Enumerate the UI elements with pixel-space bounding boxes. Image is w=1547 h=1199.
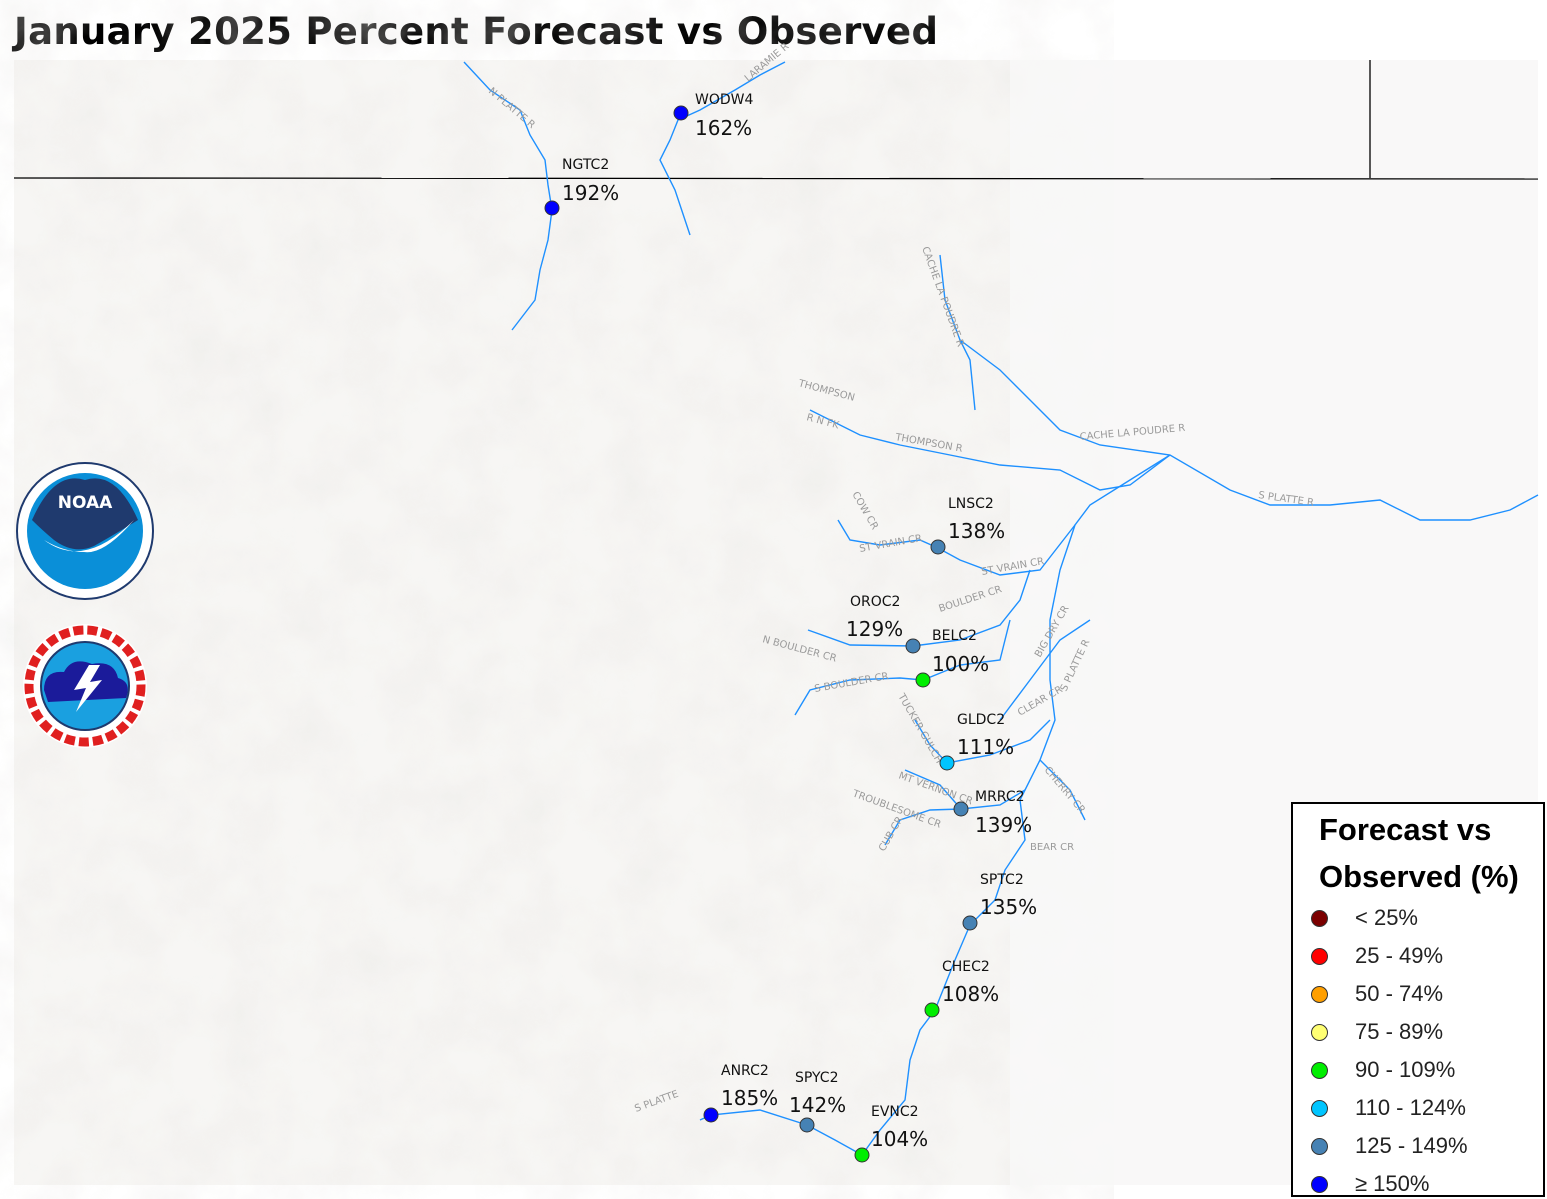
station-percent: 138% <box>948 519 1005 543</box>
station-marker[interactable] <box>799 1117 815 1133</box>
station-marker[interactable] <box>854 1147 870 1163</box>
station-marker[interactable] <box>924 1002 940 1018</box>
legend-label: 50 - 74% <box>1355 981 1444 1006</box>
station-percent: 142% <box>789 1093 846 1117</box>
legend-swatch-icon <box>1311 1099 1328 1117</box>
station-percent: 185% <box>721 1086 778 1110</box>
station-percent: 135% <box>980 895 1037 919</box>
legend-swatch-icon <box>1311 1023 1328 1041</box>
legend-label: 90 - 109% <box>1355 1057 1456 1082</box>
legend-label: 75 - 89% <box>1355 1019 1444 1044</box>
station-percent: 108% <box>942 982 999 1006</box>
legend-label: < 25% <box>1355 905 1418 930</box>
station-chec2[interactable]: CHEC2 108% <box>924 959 999 1018</box>
legend-swatch-icon <box>1311 1061 1328 1079</box>
station-marker[interactable] <box>939 755 955 771</box>
station-percent: 100% <box>932 652 989 676</box>
station-percent: 129% <box>846 617 903 641</box>
legend-item: 110 - 124% <box>1311 1093 1466 1123</box>
stations: WODW4 162% NGTC2 192% LNSC2 138% OROC2 129% BELC… <box>544 92 1037 1163</box>
legend-title: Forecast vs Observed (%) <box>1319 806 1519 900</box>
station-percent: 139% <box>975 813 1032 837</box>
station-marker[interactable] <box>673 105 689 121</box>
station-marker[interactable] <box>905 638 921 654</box>
station-ngtc2[interactable]: NGTC2 192% <box>544 157 619 216</box>
legend-title-line: Forecast vs <box>1319 812 1492 847</box>
station-anrc2[interactable]: ANRC2 185% <box>703 1063 778 1123</box>
station-spyc2[interactable]: SPYC2 142% <box>789 1070 846 1133</box>
legend-swatch-icon <box>1311 947 1328 965</box>
station-gldc2[interactable]: GLDC2 111% <box>939 712 1014 771</box>
legend-label: 125 - 149% <box>1355 1133 1468 1158</box>
legend-swatch-icon <box>1311 909 1328 927</box>
station-id: WODW4 <box>695 92 753 108</box>
legend: Forecast vs Observed (%) < 25% 25 - 49% 50… <box>1291 802 1545 1197</box>
station-id: NGTC2 <box>562 157 609 173</box>
station-id: LNSC2 <box>948 496 994 512</box>
nws-logo <box>23 624 147 748</box>
station-sptc2[interactable]: SPTC2 135% <box>962 872 1037 931</box>
station-marker[interactable] <box>953 801 969 817</box>
station-marker[interactable] <box>544 200 560 216</box>
legend-label: 25 - 49% <box>1355 943 1444 968</box>
noaa-logo: NOAA <box>16 462 154 600</box>
station-id: MRRC2 <box>975 789 1025 805</box>
station-id: ANRC2 <box>721 1063 769 1079</box>
legend-swatch-icon <box>1311 1175 1328 1193</box>
station-marker[interactable] <box>703 1107 719 1123</box>
station-marker[interactable] <box>915 672 931 688</box>
legend-label: 110 - 124% <box>1355 1095 1466 1120</box>
station-marker[interactable] <box>930 539 946 555</box>
station-id: BELC2 <box>932 628 977 644</box>
noaa-logo-text: NOAA <box>58 493 113 513</box>
terrain-shading <box>14 60 1014 1185</box>
station-mrrc2[interactable]: MRRC2 139% <box>953 789 1032 837</box>
station-id: CHEC2 <box>942 959 990 975</box>
station-id: SPTC2 <box>980 872 1024 888</box>
station-id: GLDC2 <box>957 712 1005 728</box>
station-id: SPYC2 <box>795 1070 839 1086</box>
station-id: EVNC2 <box>871 1104 919 1120</box>
legend-swatch-icon <box>1311 1137 1328 1155</box>
map-title: January 2025 Percent Forecast vs Observe… <box>14 10 939 53</box>
legend-item: < 25% <box>1311 903 1418 933</box>
legend-item: 90 - 109% <box>1311 1055 1455 1085</box>
legend-item: 125 - 149% <box>1311 1131 1468 1161</box>
station-percent: 162% <box>695 116 752 140</box>
legend-item: 50 - 74% <box>1311 979 1443 1009</box>
station-evnc2[interactable]: EVNC2 104% <box>854 1104 928 1163</box>
state-border <box>13 177 1539 180</box>
station-percent: 192% <box>562 181 619 205</box>
station-percent: 104% <box>871 1127 928 1151</box>
station-marker[interactable] <box>962 915 978 931</box>
river-label: BEAR CR <box>1030 842 1074 853</box>
legend-label: ≥ 150% <box>1355 1171 1430 1196</box>
legend-item: ≥ 150% <box>1311 1169 1429 1199</box>
legend-swatch-icon <box>1311 985 1328 1003</box>
station-oroc2[interactable]: OROC2 129% <box>846 594 921 654</box>
legend-item: 25 - 49% <box>1311 941 1443 971</box>
rivers <box>463 61 1539 1156</box>
station-lnsc2[interactable]: LNSC2 138% <box>930 496 1005 555</box>
station-belc2[interactable]: BELC2 100% <box>915 628 989 688</box>
station-id: OROC2 <box>850 594 900 610</box>
station-percent: 111% <box>957 735 1014 759</box>
station-wodw4[interactable]: WODW4 162% <box>673 92 753 140</box>
legend-item: 75 - 89% <box>1311 1017 1443 1047</box>
legend-title-line: Observed (%) <box>1319 859 1519 894</box>
